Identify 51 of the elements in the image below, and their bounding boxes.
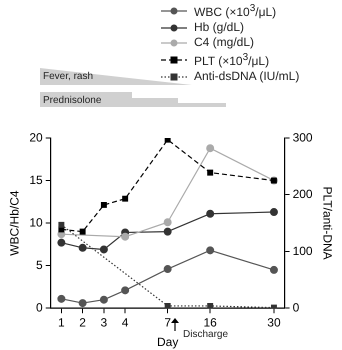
point [100, 245, 108, 254]
legend-label: PLT (×10$^{3}$/μL) [194, 51, 270, 69]
point [164, 138, 171, 143]
text: Prednisolone [43, 95, 102, 106]
point [164, 218, 172, 226]
point [57, 238, 66, 247]
point [57, 294, 66, 303]
point [207, 302, 214, 308]
point [270, 208, 278, 216]
y-tick-label: 5 [36, 258, 44, 272]
point [80, 228, 86, 235]
y-axis-title: WBC/Hb/C4 [8, 190, 22, 256]
point [164, 265, 172, 274]
legend-label: WBC (×10$^{3}$/μL) [194, 2, 276, 20]
x-tick-label: 2 [79, 316, 86, 330]
y2-tick-label: 0 [292, 300, 300, 315]
point [206, 144, 214, 152]
text: Discharge [183, 329, 228, 340]
x-tick-label: 3 [100, 316, 108, 330]
y2-axis-title: PLT/anti-DNA [320, 186, 334, 260]
point [122, 196, 128, 202]
point [206, 246, 214, 254]
y2-tick-label: 200 [292, 187, 313, 202]
x-tick-label: 7 [164, 316, 172, 330]
point [121, 232, 130, 241]
y-tick-label: 15 [29, 172, 44, 187]
point [164, 228, 172, 236]
point [58, 222, 64, 228]
legend-label: Hb (g/dL) [194, 20, 244, 35]
x-tick-label: 30 [267, 316, 281, 330]
y-tick-label: 0 [36, 300, 44, 315]
x-tick-label: 4 [122, 316, 129, 330]
point [164, 302, 171, 308]
y-tick-label: 10 [29, 215, 44, 230]
point [206, 210, 214, 218]
x-tick-label: 16 [204, 316, 218, 330]
point [121, 286, 130, 294]
point [78, 244, 87, 252]
text: Fever, rash [43, 71, 94, 82]
point [207, 170, 214, 176]
x-axis-title: Day [156, 335, 178, 350]
point [100, 296, 108, 304]
y2-tick-label: 100 [292, 244, 313, 258]
point [78, 299, 87, 308]
y2-tick-label: 300 [292, 130, 313, 144]
legend-label: C4 (mg/dL) [194, 35, 254, 50]
legend-label: Anti-dsDNA (IU/mL) [194, 69, 300, 84]
point [100, 202, 107, 208]
point [270, 266, 278, 274]
x-tick-label: 1 [58, 316, 66, 330]
y-tick-label: 20 [29, 130, 44, 144]
